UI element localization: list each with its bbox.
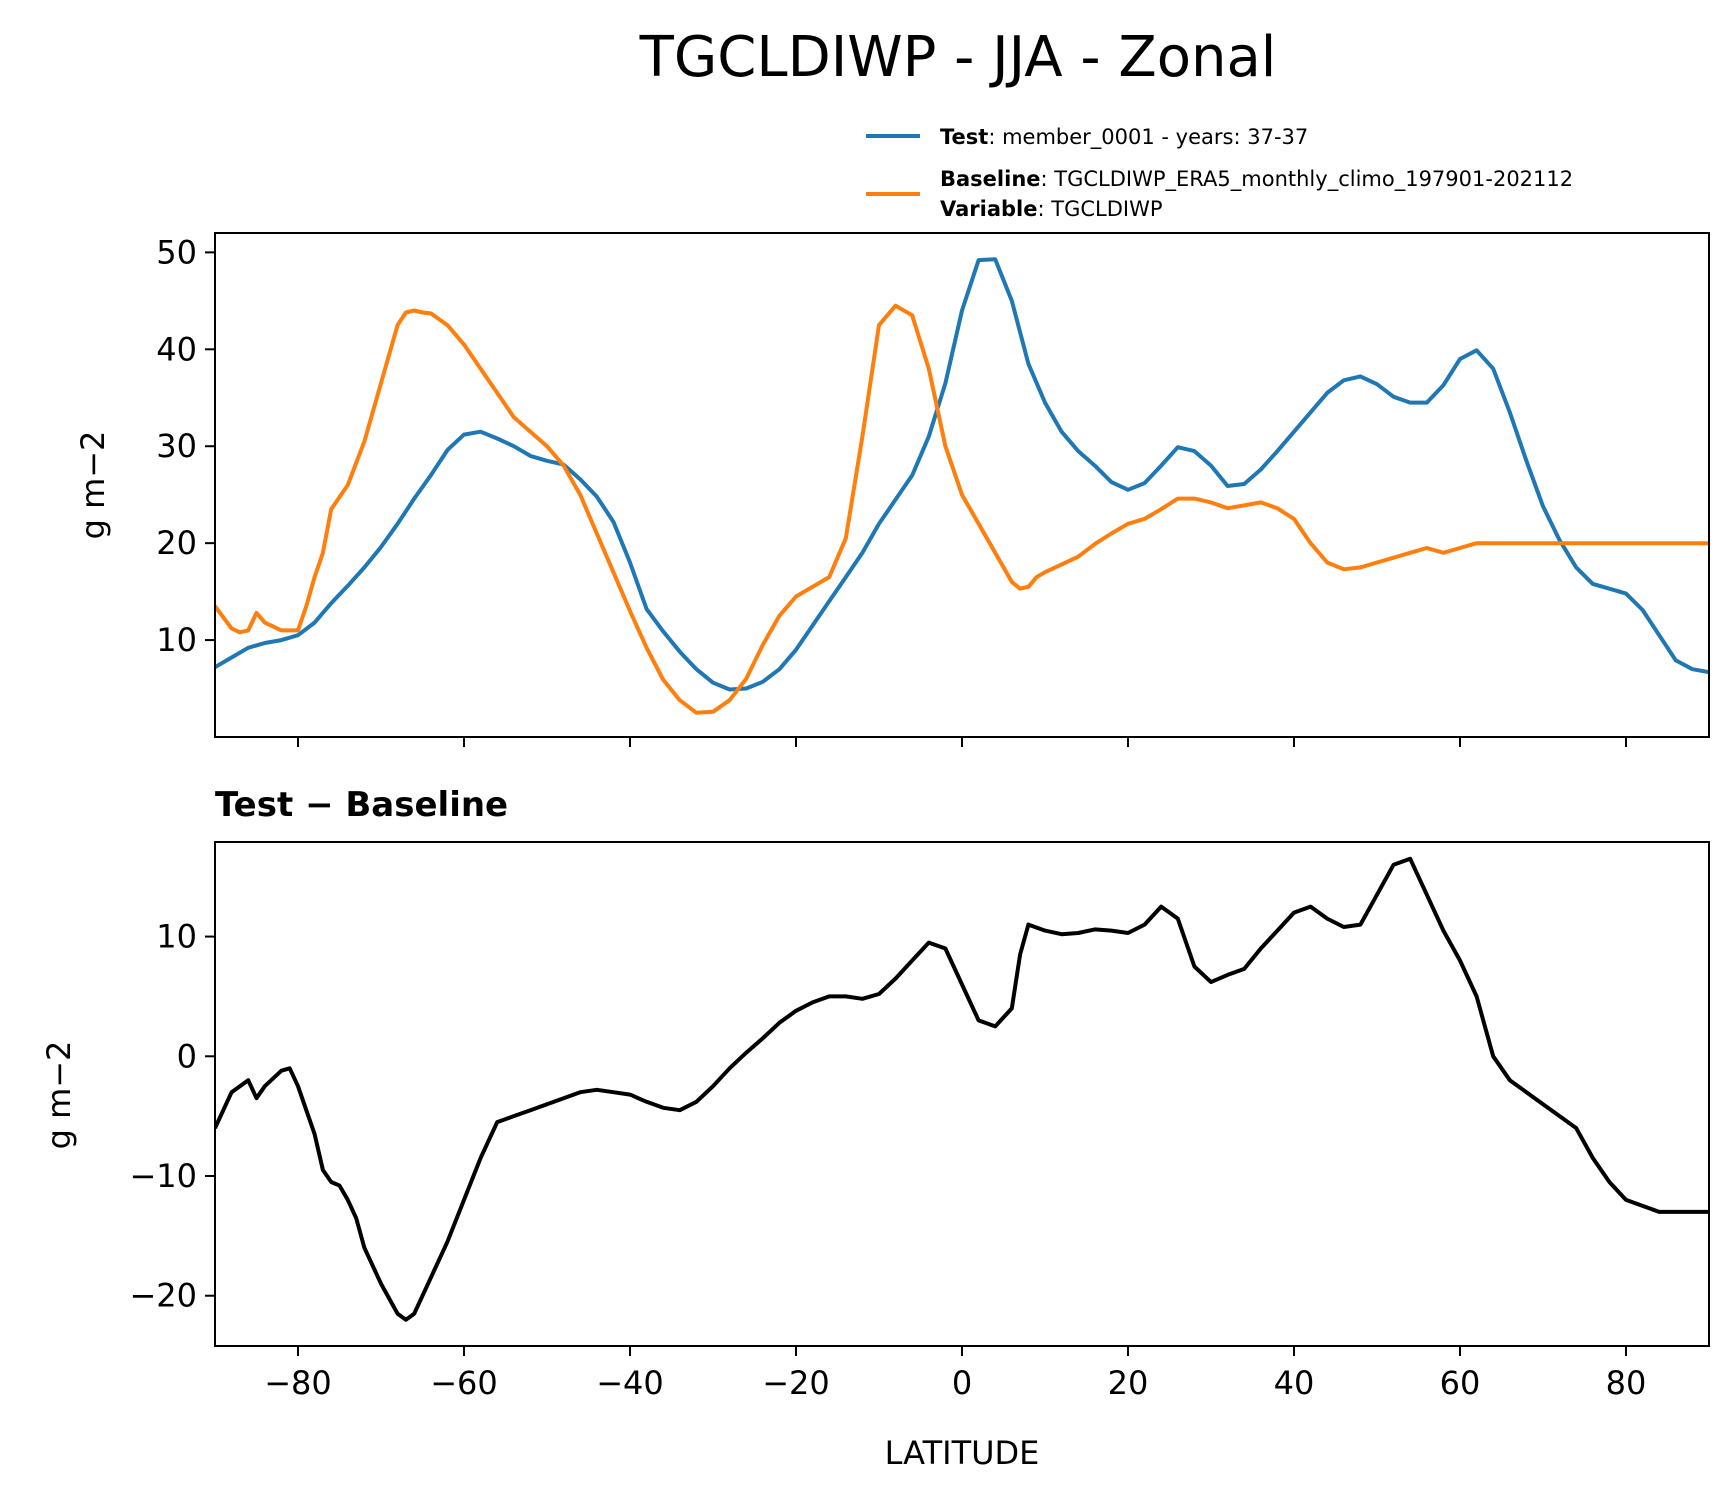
top-panel: 10 20 30 40 50 g m−2 (74, 232, 1710, 747)
top-panel-lines (215, 257, 1709, 715)
legend-entry-baseline: Baseline: TGCLDIWP_ERA5_monthly_climo_19… (940, 167, 1573, 192)
bottom-panel-ticks: −80 −60 −40 −20 0 20 40 60 80 −20 −10 0 10 (129, 918, 1646, 1402)
top-ytick-label: 50 (156, 233, 197, 271)
bottom-ytick-label: 0 (177, 1037, 197, 1075)
legend-entry-variable: Variable: TGCLDIWP (940, 197, 1163, 221)
top-ytick-label: 20 (156, 524, 197, 562)
top-ytick-label: 40 (156, 330, 197, 368)
bottom-ytick-label: 10 (156, 918, 197, 956)
bottom-xtick-label: 40 (1274, 1364, 1315, 1402)
legend-name-baseline: Baseline (940, 167, 1041, 191)
top-series-test (215, 257, 1709, 692)
legend-text-variable: TGCLDIWP (1050, 197, 1162, 221)
bottom-panel: Test − Baseline −80 −60 −40 −20 0 20 40 60 80 −20… (40, 785, 1710, 1472)
legend-entry-test: Test: member_0001 - years: 37-37 (940, 125, 1308, 150)
legend-sep-test: : (988, 125, 1002, 149)
top-panel-ticks: 10 20 30 40 50 (156, 233, 1627, 747)
bottom-xtick-label: 80 (1606, 1364, 1647, 1402)
bottom-xtick-label: 0 (952, 1364, 972, 1402)
bottom-xtick-label: 20 (1108, 1364, 1149, 1402)
bottom-panel-lines (215, 856, 1709, 1322)
top-ytick-label: 30 (156, 427, 197, 465)
bottom-xtick-label: 60 (1440, 1364, 1481, 1402)
bottom-panel-title: Test − Baseline (215, 785, 508, 825)
figure-title: TGCLDIWP - JJA - Zonal (639, 25, 1277, 90)
legend-name-variable: Variable (940, 197, 1037, 221)
bottom-series-test-baseline (215, 856, 1709, 1322)
legend-text-baseline: TGCLDIWP_ERA5_monthly_climo_197901-20211… (1053, 167, 1573, 192)
bottom-ytick-label: −20 (129, 1277, 197, 1315)
bottom-xtick-label: −40 (596, 1364, 664, 1402)
legend-sep-variable: : (1037, 197, 1051, 221)
bottom-panel-ylabel: g m−2 (40, 1041, 78, 1150)
bottom-xtick-label: −80 (264, 1364, 332, 1402)
bottom-xtick-label: −60 (430, 1364, 498, 1402)
bottom-ytick-label: −10 (129, 1157, 197, 1195)
legend: Test: member_0001 - years: 37-37 Baselin… (866, 125, 1573, 221)
top-ytick-label: 10 (156, 621, 197, 659)
x-axis-label: LATITUDE (885, 1434, 1040, 1472)
top-panel-ylabel: g m−2 (74, 431, 112, 540)
bottom-xtick-label: −20 (762, 1364, 830, 1402)
legend-sep-baseline: : (1041, 167, 1055, 191)
top-series-baseline (215, 303, 1709, 715)
legend-name-test: Test (940, 125, 988, 149)
legend-text-test: member_0001 - years: 37-37 (1002, 125, 1308, 150)
